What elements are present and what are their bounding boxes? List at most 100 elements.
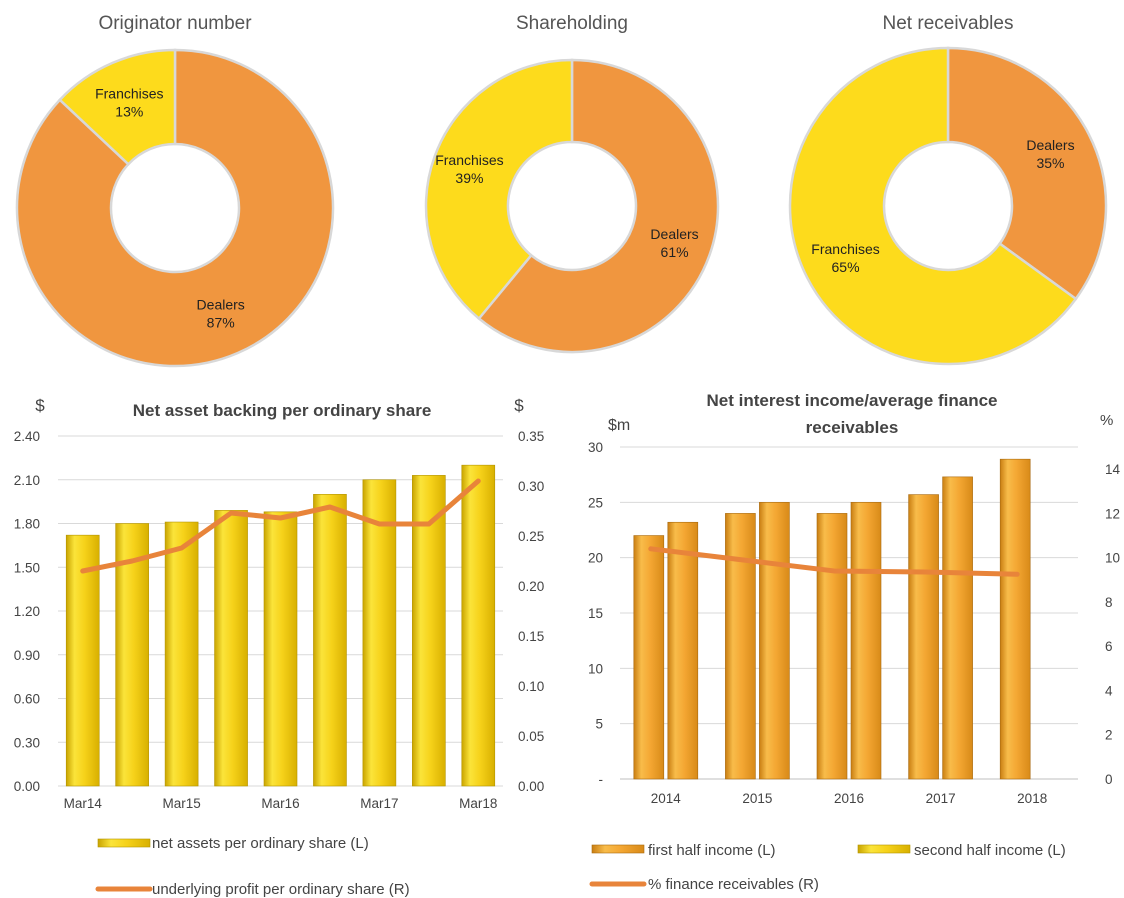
slice-percent-label: 61% xyxy=(661,244,689,260)
slice-percent-label: 13% xyxy=(115,103,143,119)
donut-shareholding: Shareholding Dealers 61% Franchises 39% xyxy=(424,13,720,354)
x-tick-label: Mar14 xyxy=(64,796,103,811)
bar-first-half xyxy=(908,494,939,780)
x-tick-label: Mar18 xyxy=(459,796,497,811)
y-tick-label-right: 4 xyxy=(1105,683,1113,698)
legend: net assets per ordinary share (L) underl… xyxy=(95,835,410,898)
bar xyxy=(313,494,347,787)
slice-percent-label: 39% xyxy=(455,170,483,186)
chart-title-line: Net interest income/average finance xyxy=(706,391,997,410)
slice-label: Dealers xyxy=(197,297,245,313)
bar-first-half xyxy=(633,535,665,780)
legend-swatch-bar xyxy=(97,838,151,848)
donut-slice-franchises xyxy=(58,48,177,166)
donut-originator-number: Originator number Dealers 87% Franchises 13… xyxy=(15,13,335,368)
legend-label: net assets per ordinary share (L) xyxy=(152,835,369,852)
bar-second-half xyxy=(850,502,882,780)
bar-first-half xyxy=(999,458,1031,780)
bar xyxy=(65,534,100,787)
slice-percent-label: 35% xyxy=(1036,155,1064,171)
y-tick-label-left: 2.40 xyxy=(14,429,40,444)
y-tick-label-left: 0.90 xyxy=(14,648,40,663)
bar-second-half xyxy=(759,502,790,780)
bar xyxy=(164,521,199,787)
bar xyxy=(263,511,298,787)
bar xyxy=(214,510,248,787)
chart-net-interest-income: Net interest income/average finance rece… xyxy=(588,391,1121,893)
y-axis-right-unit: % xyxy=(1100,412,1113,429)
x-tick-label: 2018 xyxy=(1017,791,1047,806)
legend-swatch-bar xyxy=(591,844,645,854)
y-tick-label-right: 2 xyxy=(1105,728,1113,743)
x-tick-label: Mar17 xyxy=(360,796,398,811)
y-tick-label-left: - xyxy=(599,772,604,787)
slice-label: Franchises xyxy=(435,152,503,168)
y-axis-left-unit: $ xyxy=(35,396,45,415)
chart-net-asset-backing: Net asset backing per ordinary share $ $… xyxy=(14,396,545,898)
bar xyxy=(412,475,446,787)
bar xyxy=(115,523,149,787)
x-tick-label: 2015 xyxy=(742,791,772,806)
y-tick-label-right: 0.30 xyxy=(518,479,544,494)
y-tick-label-right: 0.05 xyxy=(518,729,544,744)
x-tick-label: 2014 xyxy=(651,791,682,806)
y-tick-label-left: 2.10 xyxy=(14,473,40,488)
y-tick-label-right: 10 xyxy=(1105,551,1120,566)
y-tick-label-right: 6 xyxy=(1105,639,1113,654)
line-series-underlying-profit xyxy=(80,478,481,574)
y-tick-label-left: 5 xyxy=(595,717,603,732)
y-tick-label-left: 30 xyxy=(588,440,603,455)
donut-slice-dealers xyxy=(15,48,335,368)
donut-slice-dealers xyxy=(477,58,720,354)
legend-swatch-bar xyxy=(857,844,911,854)
y-tick-label-right: 8 xyxy=(1105,595,1113,610)
slice-percent-label: 87% xyxy=(207,315,235,331)
y-tick-label-left: 1.50 xyxy=(14,560,40,575)
y-tick-label-left: 25 xyxy=(588,495,603,510)
donut-title: Shareholding xyxy=(516,13,628,34)
y-tick-label-right: 0.25 xyxy=(518,529,544,544)
x-tick-label: 2016 xyxy=(834,791,864,806)
y-axis-right-unit: $ xyxy=(514,396,524,415)
y-tick-label-left: 1.20 xyxy=(14,604,40,619)
donut-net-receivables: Net receivables Dealers 35% Franchises 65% xyxy=(788,13,1108,366)
slice-label: Franchises xyxy=(95,85,163,101)
x-tick-label: Mar16 xyxy=(261,796,299,811)
x-tick-label: Mar15 xyxy=(162,796,200,811)
slice-label: Dealers xyxy=(1026,137,1074,153)
y-tick-label-left: 15 xyxy=(588,606,603,621)
legend-label: % finance receivables (R) xyxy=(648,876,819,893)
line-series-finance-receivables xyxy=(648,546,1020,577)
slice-label: Dealers xyxy=(650,226,698,242)
y-tick-label-right: 14 xyxy=(1105,462,1121,477)
donut-slice-dealers xyxy=(946,46,1108,301)
legend-label: first half income (L) xyxy=(648,842,776,859)
y-tick-label-right: 12 xyxy=(1105,506,1120,521)
y-tick-label-left: 20 xyxy=(588,551,603,566)
y-tick-label-left: 10 xyxy=(588,661,603,676)
y-tick-label-right: 0.15 xyxy=(518,629,544,644)
legend-label: underlying profit per ordinary share (R) xyxy=(152,881,410,898)
bar xyxy=(362,479,397,787)
y-tick-label-right: 0.35 xyxy=(518,429,544,444)
y-tick-label-right: 0.20 xyxy=(518,579,544,594)
y-tick-label-right: 0 xyxy=(1105,772,1113,787)
chart-title: Net asset backing per ordinary share xyxy=(133,401,432,420)
bar-second-half xyxy=(667,521,699,780)
bar-second-half xyxy=(942,476,973,780)
chart-title-line: receivables xyxy=(806,418,899,437)
y-tick-label-left: 1.80 xyxy=(14,517,40,532)
y-axis-left-unit: $m xyxy=(608,417,630,434)
bar xyxy=(461,464,496,787)
y-tick-label-left: 0.00 xyxy=(14,779,40,794)
y-tick-label-right: 0.00 xyxy=(518,779,544,794)
donut-slice-franchises xyxy=(788,46,1078,366)
legend-label: second half income (L) xyxy=(914,842,1066,859)
donut-slice-franchises xyxy=(424,58,574,321)
legend: first half income (L) second half income… xyxy=(589,842,1066,893)
donut-title: Originator number xyxy=(98,13,252,34)
slice-percent-label: 65% xyxy=(832,259,860,275)
bar-first-half xyxy=(725,513,756,780)
y-tick-label-left: 0.60 xyxy=(14,692,40,707)
